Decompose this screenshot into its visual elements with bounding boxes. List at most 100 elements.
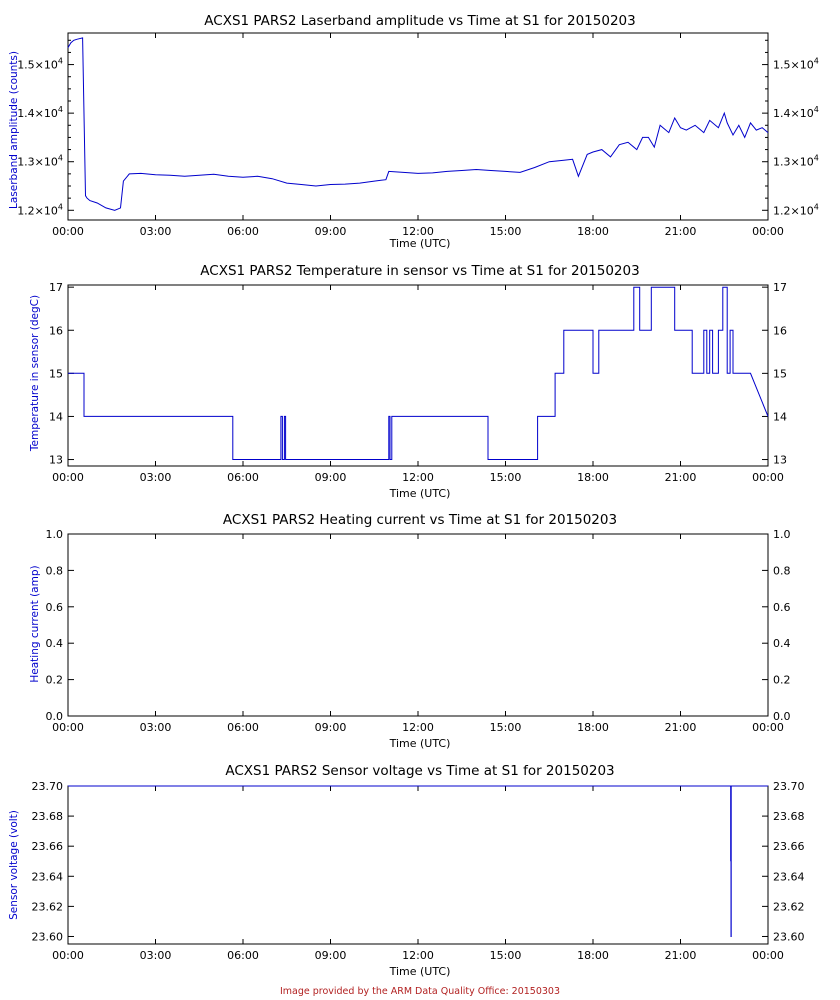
- x-tick-label: 21:00: [665, 721, 697, 734]
- x-tick-label: 00:00: [752, 949, 784, 962]
- y-tick-label: 1.3×104: [17, 154, 63, 169]
- y-tick-label-right: 0.0: [773, 710, 791, 723]
- series-line: [67, 37, 769, 211]
- y-tick-label: 13: [49, 454, 63, 467]
- y-tick-label: 23.60: [32, 930, 64, 943]
- chart-title: ACXS1 PARS2 Laserband amplitude vs Time …: [204, 13, 635, 29]
- y-tick-label-right: 0.2: [773, 674, 791, 687]
- y-tick-label: 16: [49, 324, 63, 337]
- y-tick-label: 1.4×104: [17, 105, 63, 120]
- x-tick-label: 15:00: [490, 721, 522, 734]
- x-tick-label: 00:00: [52, 225, 84, 238]
- x-tick-label: 18:00: [577, 721, 609, 734]
- x-axis-label: Time (UTC): [389, 965, 451, 978]
- panel-sensor-voltage: ACXS1 PARS2 Sensor voltage vs Time at S1…: [8, 763, 805, 978]
- y-tick-label: 17: [49, 281, 63, 294]
- x-tick-label: 03:00: [140, 471, 172, 484]
- y-tick-label-right: 13: [773, 454, 787, 467]
- series-line: [68, 785, 768, 937]
- y-axis-label: Temperature in sensor (degC): [29, 295, 41, 452]
- series-line: [68, 286, 769, 460]
- footer-credit: Image provided by the ARM Data Quality O…: [279, 986, 561, 997]
- x-tick-label: 09:00: [315, 225, 347, 238]
- y-tick-label: 0.8: [46, 564, 64, 577]
- panel-heating-current: ACXS1 PARS2 Heating current vs Time at S…: [29, 512, 791, 750]
- y-tick-label-right: 23.68: [773, 810, 805, 823]
- x-tick-label: 18:00: [577, 225, 609, 238]
- x-tick-label: 12:00: [402, 225, 434, 238]
- y-tick-label-right: 23.62: [773, 900, 805, 913]
- y-tick-label: 23.64: [32, 870, 64, 883]
- y-tick-label: 0.6: [46, 601, 64, 614]
- plot-frame: [67, 32, 769, 221]
- x-tick-label: 06:00: [227, 721, 259, 734]
- x-tick-label: 09:00: [315, 471, 347, 484]
- x-tick-label: 18:00: [577, 949, 609, 962]
- y-axis-label: Sensor voltage (volt): [8, 810, 20, 920]
- plot-frame: [67, 533, 769, 717]
- y-tick-label-right: 16: [773, 324, 787, 337]
- x-axis-label: Time (UTC): [389, 237, 451, 250]
- x-tick-label: 15:00: [490, 471, 522, 484]
- y-tick-label-right: 15: [773, 367, 787, 380]
- y-tick-label-right: 1.3×104: [773, 154, 819, 169]
- panel-laserband: ACXS1 PARS2 Laserband amplitude vs Time …: [8, 13, 819, 250]
- x-tick-label: 00:00: [752, 471, 784, 484]
- y-tick-label: 23.70: [32, 780, 64, 793]
- y-tick-label: 1.0: [46, 528, 64, 541]
- y-tick-label-right: 23.66: [773, 840, 805, 853]
- y-tick-label: 23.68: [32, 810, 64, 823]
- x-tick-label: 21:00: [665, 471, 697, 484]
- x-tick-label: 00:00: [752, 225, 784, 238]
- y-tick-label-right: 0.4: [773, 637, 791, 650]
- x-tick-label: 03:00: [140, 225, 172, 238]
- y-tick-label-right: 0.8: [773, 564, 791, 577]
- y-tick-label: 0.4: [46, 637, 64, 650]
- x-tick-label: 06:00: [227, 949, 259, 962]
- chart-title: ACXS1 PARS2 Temperature in sensor vs Tim…: [200, 263, 639, 279]
- y-axis-label: Laserband amplitude (counts): [8, 51, 20, 209]
- x-tick-label: 12:00: [402, 721, 434, 734]
- x-tick-label: 06:00: [227, 225, 259, 238]
- plot-frame: [67, 284, 769, 467]
- y-tick-label-right: 23.60: [773, 930, 805, 943]
- y-tick-label: 23.62: [32, 900, 64, 913]
- y-tick-label: 0.0: [46, 710, 64, 723]
- y-tick-label: 14: [49, 410, 63, 423]
- x-tick-label: 00:00: [52, 949, 84, 962]
- y-tick-label-right: 23.64: [773, 870, 805, 883]
- y-tick-label-right: 1.5×104: [773, 57, 819, 72]
- y-tick-label-right: 14: [773, 410, 787, 423]
- x-tick-label: 00:00: [752, 721, 784, 734]
- x-tick-label: 21:00: [665, 949, 697, 962]
- chart-title: ACXS1 PARS2 Sensor voltage vs Time at S1…: [225, 763, 614, 779]
- x-tick-label: 06:00: [227, 471, 259, 484]
- y-axis-label: Heating current (amp): [29, 565, 41, 682]
- y-tick-label-right: 1.4×104: [773, 105, 819, 120]
- x-tick-label: 12:00: [402, 471, 434, 484]
- y-tick-label-right: 0.6: [773, 601, 791, 614]
- x-axis-label: Time (UTC): [389, 737, 451, 750]
- x-tick-label: 03:00: [140, 949, 172, 962]
- plot-frame: [67, 785, 769, 945]
- y-tick-label-right: 1.2×104: [773, 202, 819, 217]
- y-tick-label: 23.66: [32, 840, 64, 853]
- x-tick-label: 00:00: [52, 471, 84, 484]
- y-tick-label-right: 1.0: [773, 528, 791, 541]
- x-tick-label: 21:00: [665, 225, 697, 238]
- y-tick-label-right: 23.70: [773, 780, 805, 793]
- y-tick-label-right: 17: [773, 281, 787, 294]
- x-tick-label: 00:00: [52, 721, 84, 734]
- x-tick-label: 03:00: [140, 721, 172, 734]
- x-tick-label: 09:00: [315, 949, 347, 962]
- x-tick-label: 15:00: [490, 225, 522, 238]
- x-tick-label: 15:00: [490, 949, 522, 962]
- x-tick-label: 12:00: [402, 949, 434, 962]
- panel-temperature: ACXS1 PARS2 Temperature in sensor vs Tim…: [29, 263, 787, 500]
- y-tick-label: 1.5×104: [17, 57, 63, 72]
- x-axis-label: Time (UTC): [389, 487, 451, 500]
- y-tick-label: 1.2×104: [17, 202, 63, 217]
- x-tick-label: 09:00: [315, 721, 347, 734]
- y-tick-label: 0.2: [46, 674, 64, 687]
